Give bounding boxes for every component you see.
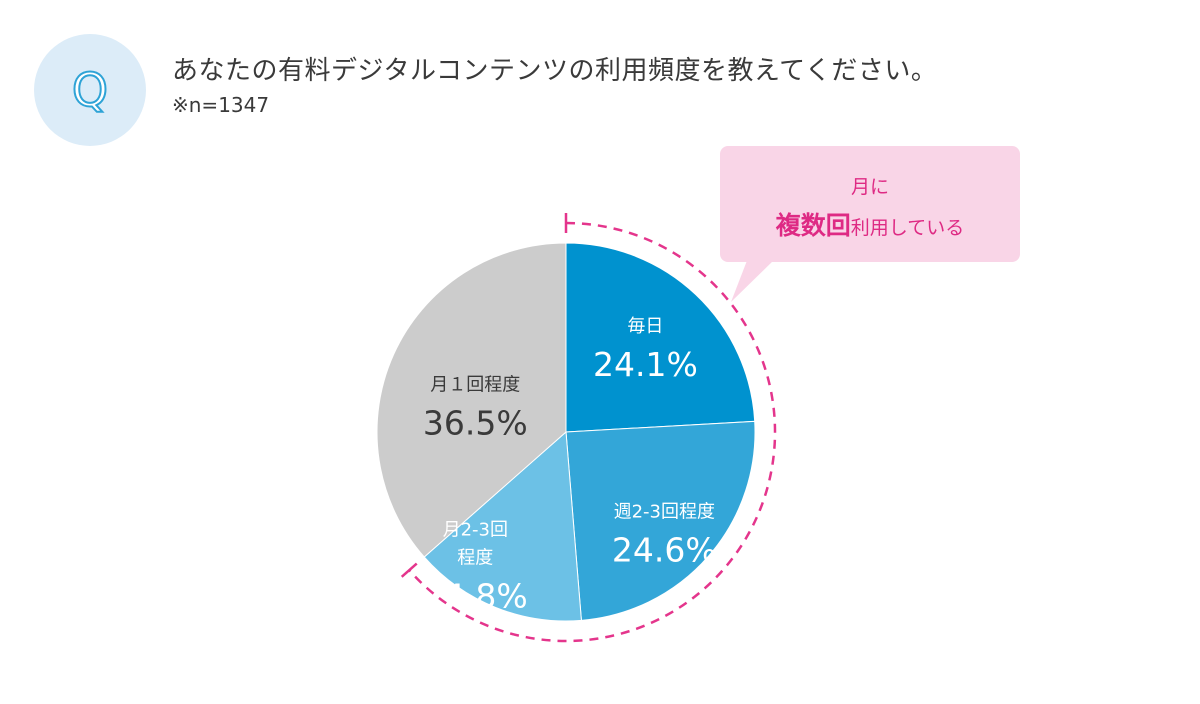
callout-pointer bbox=[731, 258, 776, 302]
sample-size-note: ※n=1347 bbox=[172, 93, 270, 117]
slice-label: 週2-3回程度 bbox=[614, 501, 715, 522]
pie-slice bbox=[423, 430, 582, 622]
question-title: あなたの有料デジタルコンテンツの利用頻度を教えてください。 bbox=[172, 56, 938, 86]
callout-emphasis: 複数回 bbox=[775, 211, 851, 240]
question-badge-letter: Q bbox=[71, 63, 109, 117]
callout-line2: 複数回利用している bbox=[720, 206, 1020, 242]
question-badge: Q bbox=[34, 34, 146, 146]
slice-value-label: 24.1% bbox=[593, 345, 698, 384]
pie-slice bbox=[376, 242, 567, 558]
slice-label: 毎日 bbox=[627, 316, 663, 337]
highlight-arc bbox=[408, 221, 777, 643]
slice-label: 程度 bbox=[457, 547, 493, 568]
pie-slices bbox=[376, 242, 756, 622]
pie-slice bbox=[565, 242, 756, 433]
callout-rest: 利用している bbox=[850, 217, 965, 239]
slice-label: 月2-3回 bbox=[443, 519, 508, 540]
callout-bubble: 月に 複数回利用している bbox=[720, 146, 1020, 262]
slice-value-label: 36.5% bbox=[423, 404, 528, 443]
highlight-arc-end-tick bbox=[400, 562, 418, 578]
callout-line1: 月に bbox=[850, 176, 889, 198]
highlight-arc-group bbox=[400, 213, 777, 643]
slice-value-label: 24.6% bbox=[612, 530, 717, 569]
pie-slice bbox=[565, 420, 756, 621]
slice-label: 月１回程度 bbox=[430, 375, 520, 396]
pie-labels: 毎日 24.1% 週2-3回程度 24.6% 月2-3回程度 14.8% 月１回程度 36.5… bbox=[423, 316, 717, 615]
slice-value-label: 14.8% bbox=[423, 576, 528, 615]
